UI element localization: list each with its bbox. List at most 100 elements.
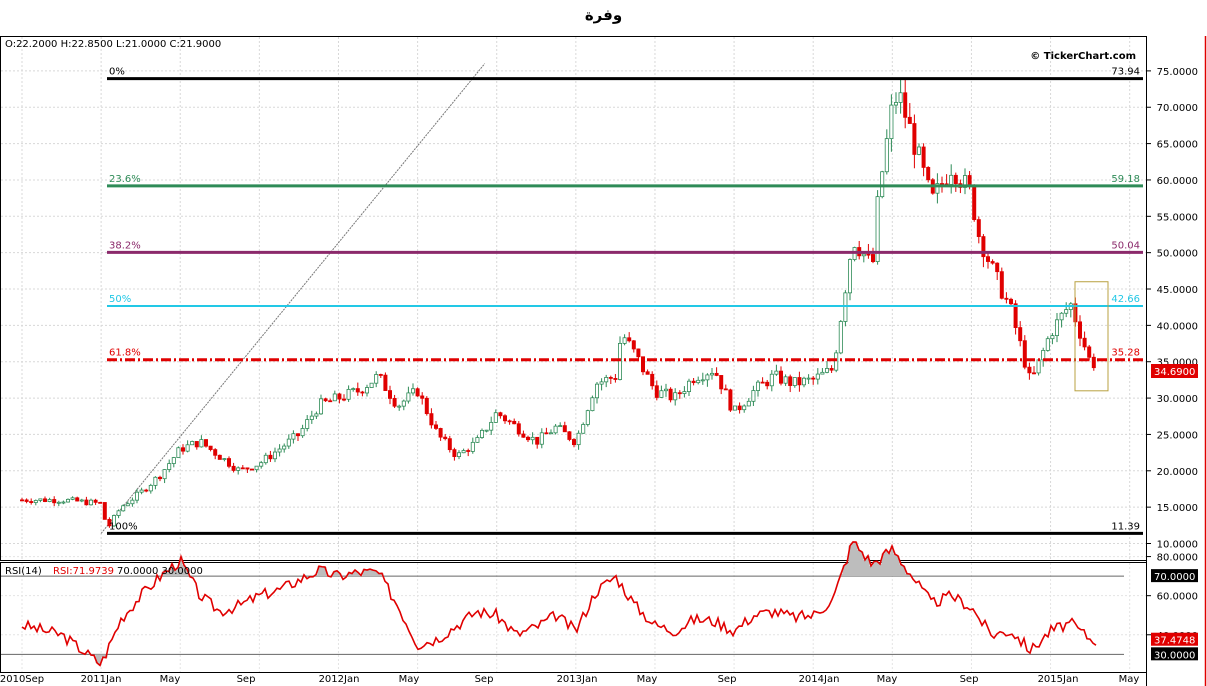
candle bbox=[788, 374, 793, 393]
candle bbox=[884, 129, 889, 175]
candle-body bbox=[903, 92, 908, 118]
time-axis: 2010Sep 2011Jan May Sep 2012Jan May Sep 2013Jan… bbox=[0, 674, 1139, 685]
candle-body bbox=[687, 380, 692, 392]
candle bbox=[203, 439, 208, 448]
candle bbox=[364, 384, 369, 397]
candle-body bbox=[1009, 298, 1014, 305]
highlight-rectangle bbox=[1074, 281, 1109, 392]
candle-body bbox=[38, 498, 43, 501]
candle-body bbox=[1022, 340, 1027, 368]
candle-body bbox=[231, 465, 236, 471]
candle bbox=[595, 381, 600, 404]
candle bbox=[213, 448, 218, 460]
candle bbox=[93, 498, 98, 505]
rsi-panel-border bbox=[0, 562, 1147, 673]
candle-body bbox=[521, 433, 526, 438]
trend-line bbox=[100, 63, 486, 534]
candle bbox=[66, 498, 71, 503]
candle-body bbox=[636, 348, 641, 358]
x-tick-label: May bbox=[877, 674, 898, 685]
candle-body bbox=[1082, 337, 1087, 348]
candle-body bbox=[1027, 366, 1032, 374]
candle bbox=[512, 418, 517, 425]
candle-body bbox=[618, 343, 623, 380]
candle-body bbox=[387, 390, 392, 399]
candle-body bbox=[424, 397, 429, 415]
rsi-value: RSI:71.9739 bbox=[53, 566, 114, 577]
candle-body bbox=[1059, 312, 1064, 321]
candle bbox=[986, 252, 991, 269]
candle-body bbox=[889, 104, 894, 140]
candle-body bbox=[291, 433, 296, 440]
candle-body bbox=[116, 510, 121, 516]
candle bbox=[231, 462, 236, 473]
candle bbox=[654, 380, 659, 401]
candle-body bbox=[245, 467, 250, 470]
fib-level-value: 59.18 bbox=[1111, 174, 1140, 185]
candle bbox=[401, 399, 406, 411]
candle-body bbox=[935, 183, 940, 194]
fib-level-value: 50.04 bbox=[1111, 240, 1140, 251]
y-tick-label: 70.0000 bbox=[1157, 103, 1198, 114]
candle-body bbox=[401, 400, 406, 407]
candle-body bbox=[443, 436, 448, 440]
fib-level-percent: 0% bbox=[109, 67, 125, 78]
candle bbox=[898, 78, 903, 114]
candle-body bbox=[456, 452, 461, 457]
candle bbox=[912, 114, 917, 169]
candle bbox=[1022, 335, 1027, 370]
candle-body bbox=[733, 405, 738, 411]
candle bbox=[116, 509, 121, 519]
candle-body bbox=[461, 450, 466, 454]
candle bbox=[811, 376, 816, 385]
candle bbox=[613, 373, 618, 383]
candle bbox=[456, 450, 461, 460]
candle bbox=[466, 448, 471, 457]
candle bbox=[838, 319, 843, 355]
candle bbox=[52, 496, 57, 507]
candle bbox=[737, 402, 742, 414]
candle-body bbox=[581, 424, 586, 434]
fib-level-value: 11.39 bbox=[1111, 521, 1140, 532]
candle bbox=[539, 428, 544, 449]
candle-body bbox=[912, 123, 917, 155]
candle-body bbox=[470, 441, 475, 452]
candle bbox=[369, 382, 374, 388]
candle-body bbox=[199, 439, 204, 448]
candle-body bbox=[917, 146, 922, 155]
grid-lines bbox=[1, 37, 1146, 672]
candle bbox=[268, 450, 273, 462]
candle bbox=[171, 456, 176, 468]
candle bbox=[148, 483, 153, 494]
x-tick-label: Sep bbox=[960, 674, 979, 685]
candle bbox=[673, 388, 678, 406]
candle bbox=[493, 409, 498, 423]
candle bbox=[622, 334, 627, 346]
candle-body bbox=[1004, 297, 1009, 300]
watermark: © TickerChart.com bbox=[1030, 51, 1136, 62]
candle-body bbox=[360, 391, 365, 394]
candle bbox=[43, 496, 48, 503]
candle bbox=[98, 501, 103, 504]
candle-body bbox=[75, 497, 80, 502]
candle-body bbox=[180, 447, 185, 452]
rsi-tick-label: 60.0000 bbox=[1157, 592, 1198, 603]
candle-body bbox=[328, 400, 333, 403]
candle bbox=[498, 411, 503, 419]
candle bbox=[894, 92, 899, 115]
candle bbox=[47, 497, 52, 503]
candle bbox=[677, 390, 682, 399]
candle bbox=[112, 514, 117, 528]
candle bbox=[558, 422, 563, 428]
candle-body bbox=[788, 376, 793, 386]
chart-frame bbox=[0, 36, 1207, 686]
candle-body bbox=[967, 175, 972, 187]
candle-body bbox=[622, 337, 627, 344]
rsi-level-badge bbox=[1151, 569, 1198, 583]
candle-body bbox=[157, 476, 162, 480]
candle-body bbox=[820, 371, 825, 375]
x-tick-label: May bbox=[160, 674, 181, 685]
candle bbox=[733, 405, 738, 411]
candle-body bbox=[751, 390, 756, 402]
